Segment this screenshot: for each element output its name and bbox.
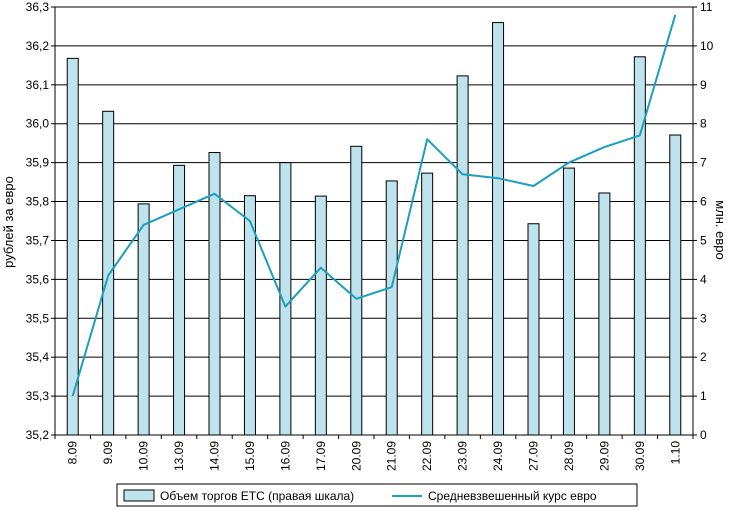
line-series: [71, 14, 677, 397]
grid-lines: [55, 6, 693, 436]
legend-line-label: Средневзвешенный курс евро: [428, 489, 597, 503]
bar: [314, 195, 327, 436]
bar: [492, 22, 505, 436]
y-right-tick-label: 8: [700, 117, 707, 131]
y-right-tick-label: 9: [700, 78, 707, 92]
legend-bar-swatch: [123, 489, 155, 502]
bar: [102, 110, 115, 436]
bar: [598, 192, 611, 436]
bar: [350, 145, 363, 436]
y-right-tick-label: 11: [700, 0, 713, 14]
x-tick-label: 27.09: [527, 441, 541, 471]
x-tick-label: 28.09: [562, 441, 576, 471]
legend-bar-label: Объем торгов ЕТС (правая шкала): [160, 489, 354, 503]
y-right-tick-label: 3: [700, 311, 707, 325]
x-tick-label: 13.09: [172, 441, 186, 471]
x-tick-label: 9.09: [101, 441, 115, 465]
y-right-tick-label: 0: [700, 428, 707, 442]
x-tick-label: 17.09: [314, 441, 328, 471]
y-right-tick-label: 10: [700, 39, 714, 53]
bar: [137, 203, 150, 436]
y-right-tick-label: 6: [700, 195, 707, 209]
x-tick-label: 29.09: [597, 441, 611, 471]
y-left-tick-label: 35,2: [26, 428, 50, 442]
y-left-tick-label: 35,9: [26, 156, 50, 170]
y-right-tick-label: 2: [700, 350, 707, 364]
right-axis-ticks: 0 1 2 3 4 5 6 7 8 9 10 11: [693, 0, 714, 442]
x-tick-label: 24.09: [491, 441, 505, 471]
y-left-tick-label: 36,0: [26, 117, 50, 131]
legend: Объем торгов ЕТС (правая шкала) Средневз…: [116, 483, 638, 507]
y-left-tick-label: 36,2: [26, 39, 50, 53]
y-right-tick-label: 4: [700, 272, 707, 286]
x-tick-label: 21.09: [385, 441, 399, 471]
bar: [385, 180, 398, 436]
euro-rate-line: [71, 14, 677, 397]
bar: [66, 57, 79, 436]
y-left-tick-label: 35,3: [26, 389, 50, 403]
bars-series: [66, 22, 682, 436]
x-tick-label: 20.09: [349, 441, 363, 471]
y-left-tick-label: 36,1: [26, 78, 50, 92]
x-tick-label: 15.09: [243, 441, 257, 471]
x-tick-label: 30.09: [633, 441, 647, 471]
bar: [173, 164, 186, 436]
bar: [633, 56, 646, 436]
y-left-tick-label: 35,4: [26, 350, 50, 364]
x-axis-ticks: 8.09 9.09 10.09 13.09 14.09 15.09 16.09 17.09 20…: [54, 435, 694, 471]
y-right-tick-label: 1: [700, 389, 707, 403]
x-tick-label: 23.09: [456, 441, 470, 471]
y-left-label: рублей за евро: [1, 176, 16, 268]
bar: [669, 134, 682, 436]
bar: [527, 223, 540, 436]
y-right-tick-label: 5: [700, 233, 707, 247]
x-tick-label: 8.09: [66, 441, 80, 465]
y-left-tick-label: 35,7: [26, 233, 50, 247]
y-left-tick-label: 35,5: [26, 311, 50, 325]
y-left-tick-label: 35,8: [26, 195, 50, 209]
y-right-tick-label: 7: [700, 156, 707, 170]
bar: [562, 167, 575, 436]
legend-box: [116, 483, 638, 507]
x-tick-label: 22.09: [420, 441, 434, 471]
y-right-label: млн. евро: [713, 200, 728, 260]
bar: [421, 172, 434, 436]
y-left-tick-label: 35,6: [26, 272, 50, 286]
x-tick-label: 16.09: [278, 441, 292, 471]
x-tick-label: 1.10: [668, 441, 682, 465]
x-tick-label: 14.09: [208, 441, 222, 471]
x-tick-label: 10.09: [137, 441, 151, 471]
y-left-tick-label: 36,3: [26, 0, 50, 14]
bar: [456, 75, 469, 436]
left-axis-ticks: 35,2 35,3 35,4 35,5 35,6 35,7 35,8 35,9 36,0 36,1…: [26, 0, 55, 442]
